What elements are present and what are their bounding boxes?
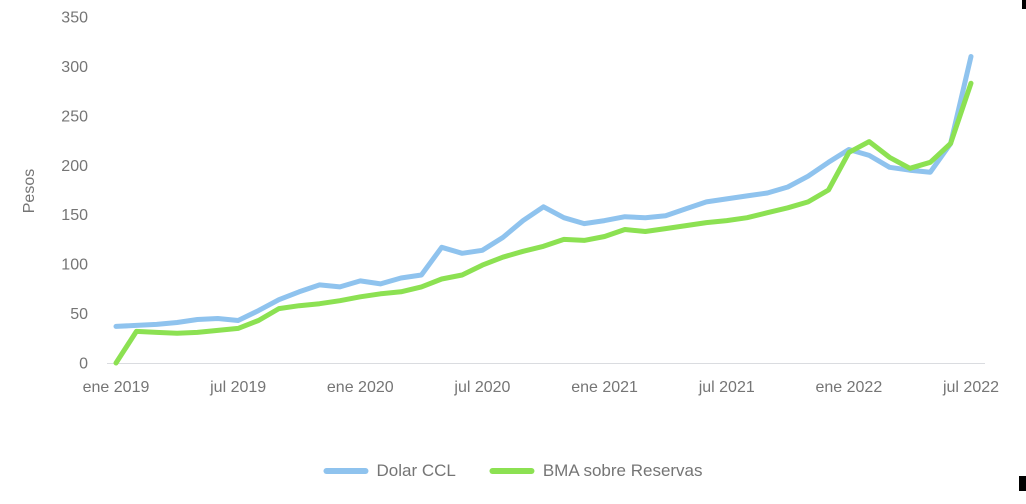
y-tick-label: 0	[79, 356, 88, 373]
legend-label-dolar-ccl: Dolar CCL	[376, 461, 456, 480]
legend-item-bma-sobre-reservas: BMA sobre Reservas	[489, 461, 703, 481]
x-tick-label: jul 2021	[698, 379, 755, 396]
line-chart: 0 50 100 150 200 250 300 350 Pesos ene 2019 jul 20…	[21, 10, 999, 397]
x-tick-label: ene 2022	[815, 379, 882, 396]
screen-artifact-top-right	[1022, 0, 1026, 9]
x-tick-label: jul 2019	[209, 379, 266, 396]
chart-legend: Dolar CCL BMA sobre Reservas	[323, 461, 703, 481]
series-line-bma-sobre-reservas	[113, 80, 974, 366]
legend-swatch-blue	[323, 468, 369, 474]
y-tick-label: 50	[70, 306, 88, 323]
x-tick-label: ene 2019	[83, 379, 150, 396]
x-tick-label: ene 2020	[327, 379, 394, 396]
legend-swatch-green	[489, 468, 535, 474]
legend-item-dolar-ccl: Dolar CCL	[323, 461, 456, 481]
y-axis-title: Pesos	[21, 169, 38, 213]
y-tick-label: 350	[61, 10, 88, 27]
x-tick-label: jul 2020	[453, 379, 510, 396]
y-tick-label: 150	[61, 207, 88, 224]
x-tick-label: ene 2021	[571, 379, 638, 396]
series-line-dolar-ccl	[113, 54, 974, 329]
y-tick-label: 300	[61, 59, 88, 76]
x-tick-label: jul 2022	[942, 379, 999, 396]
y-tick-label: 250	[61, 108, 88, 125]
screen-artifact-bottom-right	[1019, 476, 1026, 491]
legend-label-bma-sobre-reservas: BMA sobre Reservas	[542, 461, 703, 480]
y-tick-label: 100	[61, 257, 88, 274]
y-tick-label: 200	[61, 158, 88, 175]
